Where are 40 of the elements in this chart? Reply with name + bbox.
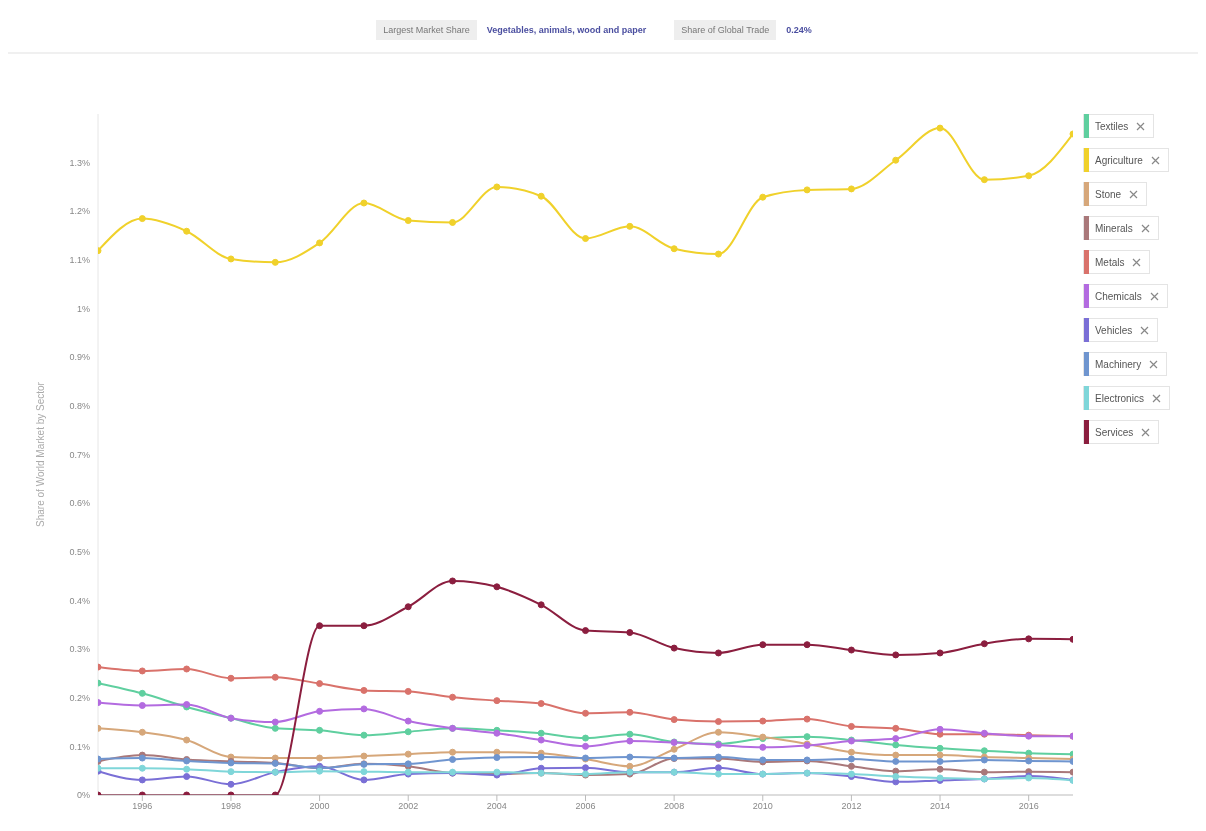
y-tick-label: 0.1% — [69, 741, 90, 752]
x-tick-label: 2012 — [841, 801, 862, 812]
x-tick-label: 2002 — [398, 801, 419, 812]
y-tick-label: 0.7% — [69, 449, 90, 460]
x-tick-label: 2016 — [1018, 801, 1039, 812]
legend-label: Chemicals — [1095, 290, 1142, 302]
y-tick-label: 1% — [76, 303, 90, 314]
x-tick-label: 2014 — [930, 801, 951, 812]
y-tick-label: 0.6% — [69, 498, 90, 509]
x-tick-label: 1998 — [220, 801, 241, 812]
legend-label: Vehicles — [1095, 324, 1133, 336]
legend-label: Electronics — [1095, 392, 1144, 404]
x-tick-label: 2000 — [309, 801, 330, 812]
y-tick-label: 0.4% — [69, 595, 90, 606]
text: 0.24% — [786, 25, 812, 35]
legend-label: Stone — [1095, 188, 1122, 200]
legend-label: Textiles — [1095, 120, 1129, 132]
x-tick-label: 1996 — [132, 801, 153, 812]
legend-label: Agriculture — [1095, 154, 1143, 166]
x-tick-label: 2008 — [664, 801, 685, 812]
text: Largest Market Share — [376, 20, 477, 40]
text: Vegetables, animals, wood and paper — [486, 25, 647, 35]
legend-label: Services — [1095, 426, 1134, 438]
y-tick-label: 0% — [76, 790, 90, 801]
y-tick-label: 0.8% — [69, 401, 90, 412]
legend-label: Machinery — [1095, 358, 1142, 370]
y-tick-label: 1.3% — [69, 157, 90, 168]
y-tick-label: 0.2% — [69, 692, 90, 703]
text: Share of Global Trade — [674, 20, 777, 40]
y-axis-title: Share of World Market by Sector — [34, 381, 46, 527]
x-tick-label: 2006 — [575, 801, 596, 812]
x-tick-label: 2004 — [486, 801, 507, 812]
legend-label: Minerals — [1095, 222, 1133, 234]
y-tick-label: 1.2% — [69, 206, 90, 217]
legend-label: Metals — [1095, 256, 1125, 268]
y-tick-label: 0.9% — [69, 352, 90, 363]
y-tick-label: 1.1% — [69, 255, 90, 266]
y-tick-label: 0.3% — [69, 644, 90, 655]
x-tick-label: 2010 — [752, 801, 773, 812]
y-tick-label: 0.5% — [69, 546, 90, 557]
